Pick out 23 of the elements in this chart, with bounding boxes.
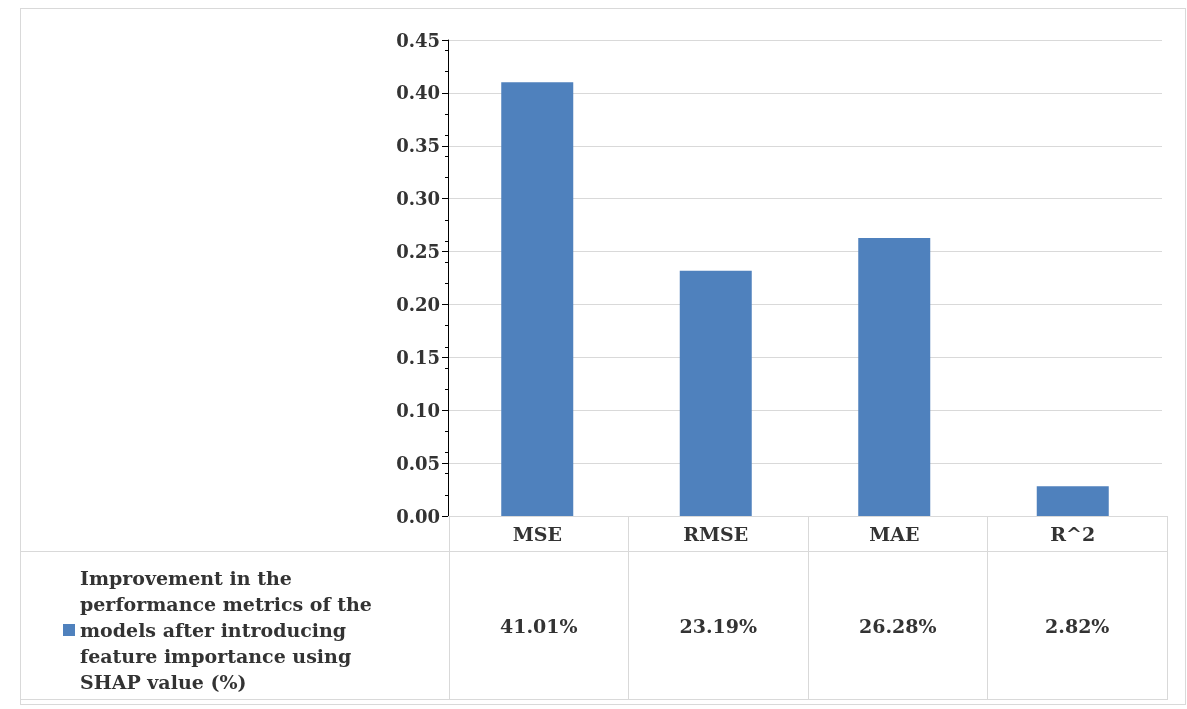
y-tick-label: 0.45 bbox=[396, 29, 440, 51]
bar bbox=[858, 238, 931, 516]
bar bbox=[679, 270, 752, 516]
y-tick-label: 0.35 bbox=[396, 135, 440, 157]
y-tick-label: 0.10 bbox=[396, 399, 440, 421]
x-tick-label: RMSE bbox=[683, 522, 749, 545]
x-tick-label: R^2 bbox=[1050, 522, 1096, 545]
data-label: 26.28% bbox=[808, 551, 988, 700]
y-tick-label: 0.25 bbox=[396, 241, 440, 263]
y-tick-label: 0.15 bbox=[396, 346, 440, 368]
y-tick-label: 0.05 bbox=[396, 452, 440, 474]
y-tick-label: 0.20 bbox=[396, 293, 440, 315]
data-label: 23.19% bbox=[628, 551, 808, 700]
x-tick-label: MSE bbox=[512, 522, 562, 545]
bar bbox=[1036, 486, 1109, 516]
y-tick-label: 0.40 bbox=[396, 82, 440, 104]
legend-label: Improvement in the performance metrics of the models after introducing feature importance using SHAP value (%) bbox=[80, 567, 379, 693]
data-label: 2.82% bbox=[987, 551, 1167, 700]
y-tick-label: 0.00 bbox=[396, 505, 440, 527]
y-tick-label: 0.30 bbox=[396, 188, 440, 210]
bar bbox=[501, 82, 574, 516]
x-tick-label: MAE bbox=[869, 522, 920, 545]
data-label: 41.01% bbox=[449, 551, 629, 700]
